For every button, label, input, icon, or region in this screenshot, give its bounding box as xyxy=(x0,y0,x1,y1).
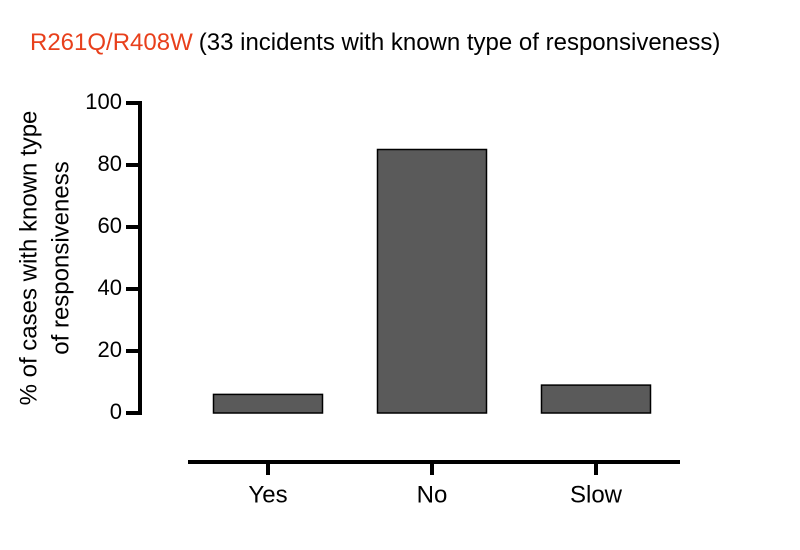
y-tick-label: 40 xyxy=(98,275,122,300)
x-tick-label: Yes xyxy=(248,481,287,508)
y-axis-label: of responsiveness xyxy=(47,161,74,354)
y-tick-label: 80 xyxy=(98,151,122,176)
y-tick-label: 0 xyxy=(110,399,122,424)
y-axis-label: % of cases with known type xyxy=(15,111,42,406)
title-highlight: R261Q/R408W xyxy=(30,29,193,56)
bar xyxy=(212,393,324,414)
x-tick-label: No xyxy=(417,481,448,508)
y-tick-label: 60 xyxy=(98,213,122,238)
title-rest: (33 incidents with known type of respons… xyxy=(199,29,721,56)
y-tick-label: 20 xyxy=(98,337,122,362)
x-tick-label: Slow xyxy=(570,481,623,508)
bar xyxy=(376,148,488,414)
y-tick-label: 100 xyxy=(85,89,122,114)
chart-title: R261Q/R408W (33 incidents with known type… xyxy=(30,29,720,56)
bar xyxy=(540,384,652,414)
